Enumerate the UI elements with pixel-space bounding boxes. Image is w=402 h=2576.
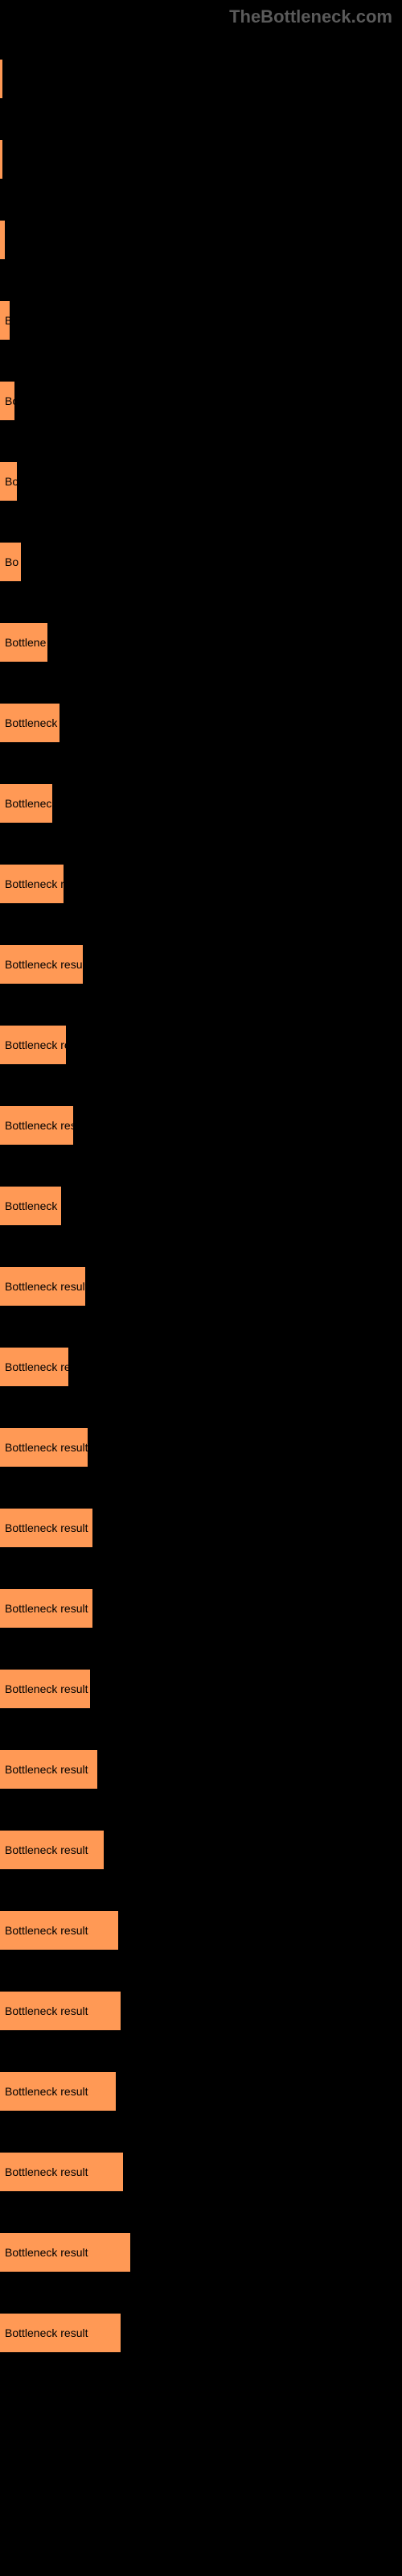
bar-row [0,221,394,259]
bar-row: Bottleneck re [0,1026,394,1064]
bar-row: Bottlene [0,623,394,662]
bar-label: B [5,314,12,327]
bar-row: Bottleneck result [0,1911,394,1950]
bar-label: Bottlene [5,636,46,649]
bar-label: Bottleneck result [5,2085,88,2098]
bar-label: Bottleneck result [5,2004,88,2017]
bar-row: Bottlenec [0,784,394,823]
bar-label: Bottleneck result [5,1763,88,1776]
bar-label: Bottleneck res [5,1360,76,1373]
bar-row: Bottleneck r [0,1187,394,1225]
bar-label: Bottleneck result [5,2165,88,2178]
bar-row: Bottleneck result [0,1670,394,1708]
bar-label: Bottleneck result [5,1843,88,1856]
bar-label: Bottleneck re [5,1038,71,1051]
bar-row: Bottleneck result [0,945,394,984]
bar-label: Bottleneck result [5,1441,88,1454]
bar-label: Bottleneck result [5,1682,88,1695]
bar-row: Bo [0,543,394,581]
bar-row: Bottleneck result [0,1992,394,2030]
bar-row: Bottleneck result [0,1750,394,1789]
bar [0,60,2,98]
bar-label: Bo [5,555,18,568]
bar-row: Bottleneck result [0,1428,394,1467]
bar-row: Bo [0,462,394,501]
bar [0,221,5,259]
bar-row: B [0,301,394,340]
bar-row [0,140,394,179]
bar-row: Bottleneck result [0,1267,394,1306]
bar-row: Bottleneck result [0,2314,394,2352]
bar-label: Bottleneck result [5,1924,88,1937]
bar-row [0,60,394,98]
watermark-text: TheBottleneck.com [0,0,402,27]
bar-label: Bottleneck re [5,877,71,890]
bar-label: Bottleneck result [5,2326,88,2339]
bar-row: Bottleneck result [0,2153,394,2191]
bar-row: Bottleneck result [0,1831,394,1869]
bar-label: Bo [5,394,18,407]
bar-row: Bottleneck result [0,1509,394,1547]
bar-label: Bottleneck result [5,1521,88,1534]
bar-row: Bottleneck r [0,704,394,742]
bar-label: Bottleneck result [5,1280,88,1293]
bar-row: Bottleneck re [0,865,394,903]
bar [0,140,2,179]
bar-row: Bottleneck result [0,1589,394,1628]
bar-chart: B Bo Bo Bo Bottlene Bottleneck r Bottlenec Bott… [0,27,402,2410]
bar-row: Bottleneck result [0,2072,394,2111]
bar-label: Bottleneck result [5,1602,88,1615]
bar-label: Bottlenec [5,797,51,810]
bar-label: Bottleneck result [5,958,88,971]
bar-label: Bottleneck r [5,716,64,729]
bar-row: Bottleneck resu [0,1106,394,1145]
bar-label: Bo [5,475,18,488]
bar-label: Bottleneck result [5,2246,88,2259]
bar-label: Bottleneck resu [5,1119,83,1132]
bar-label: Bottleneck r [5,1199,64,1212]
bar-row: Bo [0,382,394,420]
bar-row: Bottleneck res [0,1348,394,1386]
bar-row: Bottleneck result [0,2233,394,2272]
